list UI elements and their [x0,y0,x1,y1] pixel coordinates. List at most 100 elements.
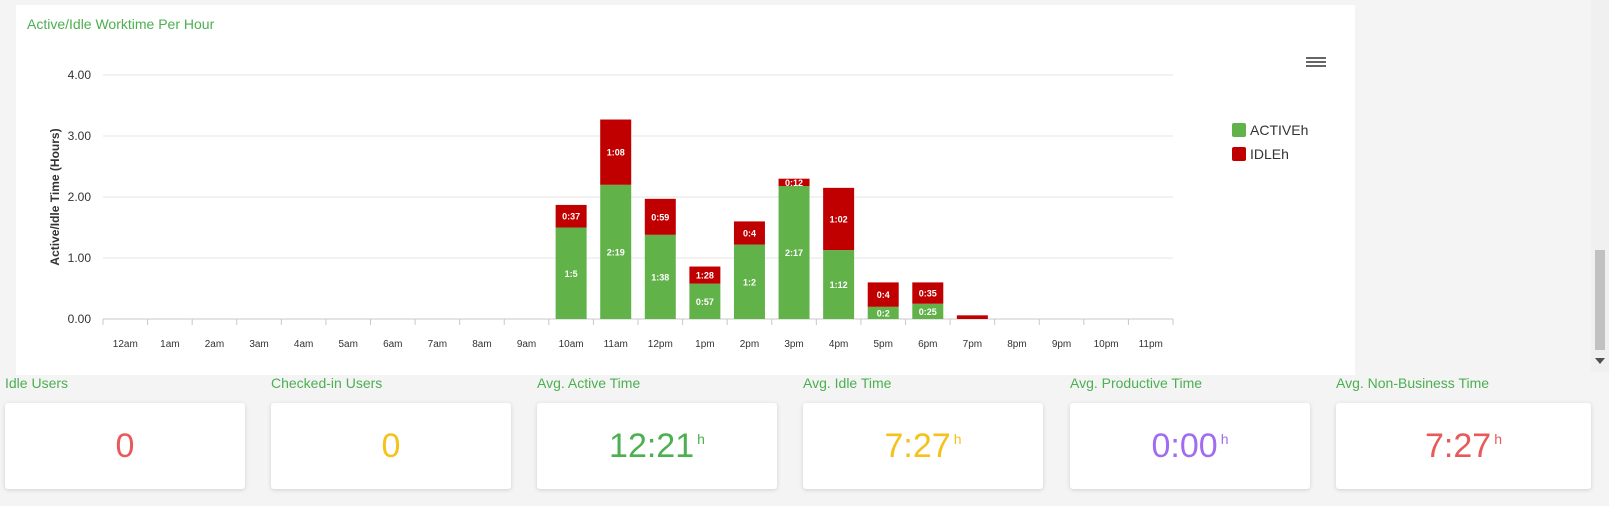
chart-svg: 0.00 1.00 2.00 3.00 4.00 Active/Idle Time (Ho… [48,68,1174,350]
data-label: 0:12 [785,178,803,188]
legend-label-idle: IDLEh [1250,146,1289,162]
x-tick-label: 11pm [1139,339,1163,350]
x-tick-label: 5am [338,339,357,350]
data-label: 2:17 [785,248,803,258]
data-label: 0:4 [877,290,890,300]
bar-idleh [912,282,944,304]
bar-idleh [644,198,676,235]
bar-activeh [644,234,676,319]
x-tick-label: 1pm [695,339,714,350]
stat-card: 0:00 h [1070,403,1310,489]
x-tick-label: 1am [160,339,179,350]
stat-value: 7:27 [1425,427,1492,465]
scrollbar[interactable] [1591,0,1609,372]
x-tick-label: 3am [249,339,268,350]
x-tick-label: 4pm [829,339,848,350]
x-tick-label: 2pm [740,339,759,350]
stat-checked-in-users: Checked-in Users 0 [271,375,511,489]
chart-panel: Active/Idle Worktime Per Hour 0.00 1.00 2.… [16,5,1355,375]
stat-label: Avg. Idle Time [803,375,892,391]
stat-card: 0 [5,403,245,489]
data-label: 1:12 [830,280,848,290]
data-label: 0:25 [919,307,937,317]
stat-unit: h [1220,431,1229,447]
bar-activeh [778,186,810,319]
bar-idleh [600,119,632,185]
x-tick-label: 8pm [1007,339,1026,350]
data-label: 2:19 [607,247,625,257]
chart-legend: ACTIVEh IDLEh [1232,118,1308,166]
data-label: 1:28 [696,271,714,281]
data-label: 0:2 [877,308,890,318]
stat-avg-active-time: Avg. Active Time 12:21 h [537,375,777,489]
y-tick-label: 3.00 [68,129,92,143]
data-label: 1:02 [830,214,848,224]
data-label: 0:59 [651,212,669,222]
x-tick-label: 10am [559,339,584,350]
stat-unit: h [953,431,962,447]
data-label: 1:38 [651,272,669,282]
y-tick-label: 2.00 [68,190,92,204]
stat-card: 12:21 h [537,403,777,489]
x-tick-label: 9am [517,339,536,350]
stat-label: Checked-in Users [271,375,383,391]
bar-idleh [956,315,988,319]
stat-value: 0 [115,427,135,465]
y-tick-label: 4.00 [68,68,92,82]
bar-activeh [823,250,855,319]
legend-item-idle[interactable]: IDLEh [1232,142,1308,166]
stat-card: 7:27 h [1336,403,1591,489]
data-label: 0:35 [919,289,937,299]
scrollbar-thumb[interactable] [1595,250,1605,350]
y-axis-title: Active/Idle Time (Hours) [48,128,62,265]
x-tick-label: 7am [428,339,447,350]
stat-avg-productive-time: Avg. Productive Time 0:00 h [1070,375,1310,489]
data-label: 1:2 [743,277,756,287]
legend-item-active[interactable]: ACTIVEh [1232,118,1308,142]
x-tick-label: 2am [205,339,224,350]
bar-idleh [689,266,721,284]
x-tick-label: 3pm [784,339,803,350]
bar-idleh [823,187,855,251]
stat-avg-non-business-time: Avg. Non-Business Time 7:27 h [1336,375,1591,489]
legend-swatch-idle [1232,147,1246,161]
x-tick-label: 12am [113,339,138,350]
stat-label: Avg. Productive Time [1070,375,1203,391]
data-label: 0:37 [562,212,580,222]
stat-value: 0:00 [1151,427,1218,465]
x-tick-label: 5pm [873,339,892,350]
x-tick-label: 6pm [918,339,937,350]
data-label: 1:08 [607,148,625,158]
x-tick-label: 4am [294,339,313,350]
x-tick-label: 8am [472,339,491,350]
scroll-down-arrow-icon[interactable] [1595,358,1605,364]
x-tick-label: 12pm [648,339,673,350]
stat-label: Avg. Non-Business Time [1336,375,1490,391]
stat-card: 0 [271,403,511,489]
bar-idleh [778,178,810,187]
bar-activeh [555,227,587,319]
x-tick-label: 10pm [1094,339,1119,350]
bar-activeh [733,244,765,319]
stat-label: Idle Users [5,375,69,391]
hamburger-menu-icon[interactable] [1306,55,1326,71]
stat-value: 12:21 [609,427,695,465]
legend-swatch-active [1232,123,1246,137]
x-tick-label: 7pm [963,339,982,350]
data-label: 1:5 [565,269,578,279]
stat-label: Avg. Active Time [537,375,641,391]
bar-activeh [689,283,721,319]
stat-unit: h [697,431,705,447]
y-tick-label: 0.00 [68,312,92,326]
x-tick-label: 9pm [1052,339,1071,350]
x-tick-label: 6am [383,339,402,350]
y-tick-label: 1.00 [68,251,92,265]
bar-activeh [867,306,899,319]
bar-idleh [733,221,765,245]
data-label: 0:57 [696,297,714,307]
bar-idleh [555,204,587,228]
stat-value: 0 [381,427,401,465]
chart-title: Active/Idle Worktime Per Hour [27,16,215,32]
data-label: 0:4 [743,228,756,238]
bar-activeh [600,184,632,319]
